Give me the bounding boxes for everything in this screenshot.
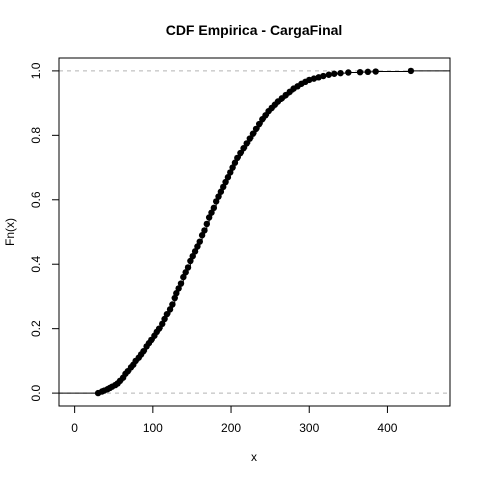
y-tick-label-3: 0.6 [29, 191, 43, 208]
data-point-50 [220, 183, 227, 191]
x-tick-label-0: 0 [71, 421, 78, 435]
data-point-33 [180, 273, 187, 281]
y-tick-label-0: 0.0 [29, 384, 43, 401]
x-axis: 0 100 200 300 400 [71, 405, 398, 435]
y-axis-label: Fn(x) [3, 218, 17, 246]
ecdf-step-line [59, 70, 450, 394]
data-point-57 [237, 149, 244, 157]
data-point-82 [331, 70, 338, 77]
data-point-59 [243, 140, 250, 147]
y-tick-label-1: 0.2 [29, 320, 43, 337]
data-point-44 [205, 214, 213, 221]
x-tick-label-1: 100 [143, 421, 163, 435]
x-tick-label-4: 400 [377, 421, 397, 435]
y-tick-label-4: 0.8 [29, 127, 43, 144]
data-point-60 [246, 135, 254, 142]
data-point-61 [249, 130, 257, 137]
data-point-53 [227, 169, 234, 176]
data-point-38 [191, 248, 199, 255]
data-point-35 [184, 264, 192, 271]
reference-lines [59, 70, 450, 394]
data-point-26 [163, 310, 171, 318]
data-point-63 [255, 120, 263, 128]
data-point-31 [175, 285, 182, 292]
data-point-47 [212, 198, 220, 205]
data-point-41 [198, 232, 206, 239]
data-point-40 [196, 238, 203, 245]
data-point-58 [240, 145, 247, 152]
data-point-55 [231, 159, 239, 166]
data-point-27 [166, 306, 174, 313]
data-point-85 [356, 68, 364, 76]
data-point-30 [173, 290, 180, 297]
plot-frame [58, 57, 451, 407]
data-point-24 [159, 320, 166, 328]
y-axis: 0.0 0.2 0.4 0.6 0.8 1.0 [29, 62, 60, 401]
data-point-42 [201, 227, 208, 234]
data-point-52 [224, 174, 232, 181]
data-point-32 [177, 280, 185, 287]
ecdf-step-path [59, 70, 450, 394]
data-point-80 [320, 72, 327, 80]
data-point-25 [161, 315, 168, 323]
y-tick-label-5: 1.0 [29, 62, 43, 79]
data-points [94, 67, 415, 397]
data-point-17 [140, 348, 147, 355]
data-point-81 [325, 71, 332, 78]
data-point-87 [372, 68, 379, 75]
data-point-86 [364, 68, 372, 76]
data-point-29 [171, 294, 178, 302]
data-point-34 [182, 269, 189, 276]
data-point-56 [234, 154, 241, 162]
data-point-45 [208, 209, 215, 216]
y-tick-label-2: 0.4 [29, 256, 43, 273]
data-point-49 [217, 188, 225, 195]
x-tick-label-3: 300 [299, 421, 319, 435]
data-point-51 [222, 178, 229, 186]
data-point-84 [345, 69, 352, 76]
data-point-88 [407, 67, 415, 75]
data-point-39 [194, 243, 201, 250]
data-point-28 [169, 301, 176, 308]
data-point-23 [155, 325, 163, 332]
x-axis-label: x [251, 450, 257, 464]
data-point-46 [210, 204, 218, 212]
data-point-36 [187, 257, 194, 265]
data-point-83 [337, 69, 344, 77]
x-tick-label-2: 200 [221, 421, 241, 435]
data-point-48 [215, 193, 222, 200]
data-point-43 [203, 220, 210, 228]
data-point-37 [189, 252, 196, 260]
data-point-54 [229, 164, 236, 171]
chart-title: CDF Empirica - CargaFinal [166, 22, 343, 38]
data-point-62 [252, 125, 260, 133]
